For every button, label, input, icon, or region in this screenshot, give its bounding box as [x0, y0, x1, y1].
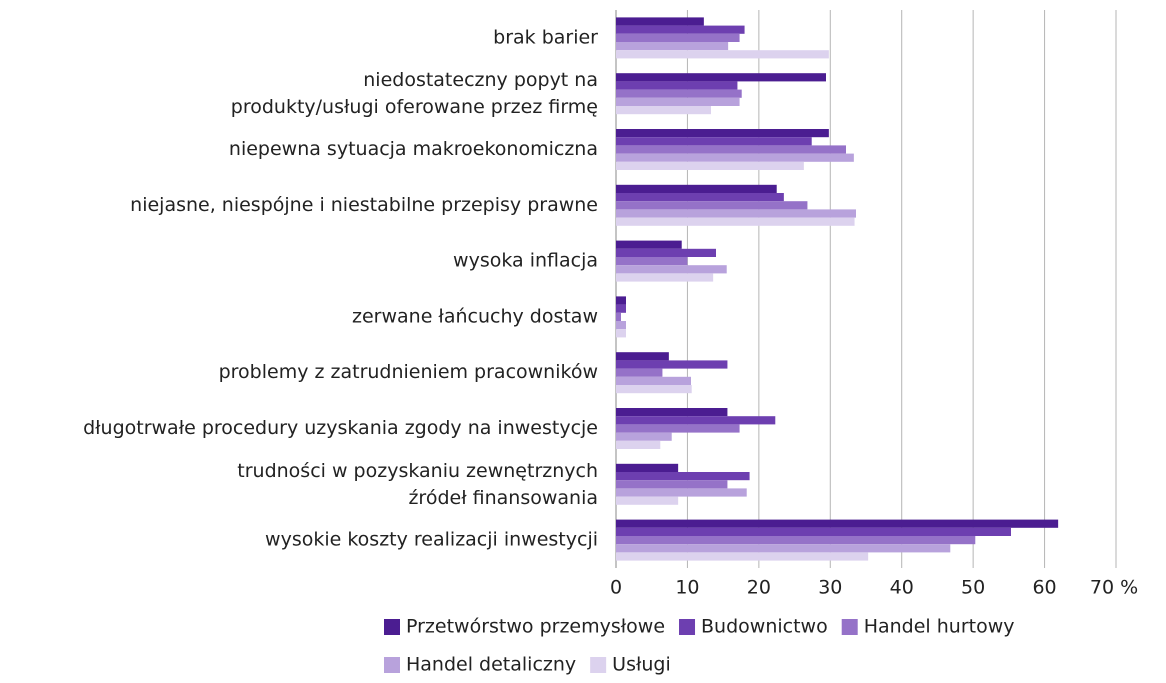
bar: [616, 463, 679, 472]
bar: [616, 81, 738, 90]
bar: [616, 273, 714, 282]
y-tick-label: długotrwałe procedury uzyskania zgody na…: [83, 417, 598, 439]
legend-swatch: [590, 657, 607, 673]
bar: [616, 536, 976, 545]
bar: [616, 106, 711, 115]
bar: [616, 97, 740, 106]
bar: [616, 329, 626, 338]
bar: [616, 368, 663, 377]
y-tick-label: niedostateczny popyt na produkty/usługi o…: [231, 69, 598, 118]
x-tick-label: 50: [961, 577, 985, 599]
x-tick-label: 0: [610, 577, 622, 599]
legend-swatch: [384, 657, 400, 673]
bar: [616, 480, 728, 489]
bar: [616, 519, 1059, 528]
legend-label: Handel hurtowy: [864, 616, 1015, 638]
bar: [616, 73, 826, 82]
bar: [616, 385, 692, 394]
bar: [616, 137, 812, 146]
bar: [616, 193, 784, 202]
bar: [616, 488, 747, 497]
bar: [616, 304, 626, 313]
bar: [616, 89, 742, 98]
y-tick-label: trudności w pozyskaniu zewnętrznych źróde…: [237, 459, 598, 508]
bar: [616, 201, 808, 210]
bar: [616, 209, 856, 218]
legend-label: Budownictwo: [701, 616, 828, 638]
bar: [616, 265, 727, 274]
bar: [616, 296, 626, 305]
bar: [616, 416, 776, 425]
bar: [616, 17, 704, 26]
bar: [616, 527, 1011, 536]
x-tick-label: 70 %: [1090, 577, 1138, 599]
bar: [616, 472, 750, 481]
bar: [616, 440, 661, 449]
bar: [616, 33, 740, 42]
y-tick-label: problemy z zatrudnieniem pracowników: [219, 361, 598, 383]
bar: [616, 240, 682, 249]
legend-label: Przetwórstwo przemysłowe: [406, 616, 665, 638]
bar: [616, 161, 804, 170]
bar: [616, 424, 740, 433]
bar: [616, 42, 729, 51]
legend-swatch: [679, 619, 696, 635]
bar: [616, 360, 728, 369]
y-tick-label: zerwane łańcuchy dostaw: [352, 305, 598, 327]
legend-swatch: [841, 619, 858, 635]
bar: [616, 408, 728, 417]
legend-label: Usługi: [612, 654, 671, 676]
bar: [616, 145, 846, 154]
bar: [616, 432, 672, 441]
bar: [616, 544, 951, 553]
x-tick-label: 20: [747, 577, 771, 599]
y-tick-label: wysokie koszty realizacji inwestycji: [265, 529, 598, 551]
bar: [616, 153, 854, 162]
x-tick-label: 30: [818, 577, 842, 599]
bar: [616, 248, 716, 257]
bar: [616, 257, 688, 266]
bar: [616, 217, 855, 226]
y-tick-label: wysoka inflacja: [453, 250, 598, 272]
x-tick-label: 40: [890, 577, 914, 599]
bar: [616, 496, 679, 505]
bar: [616, 25, 745, 34]
y-tick-label: niejasne, niespójne i niestabilne przepi…: [130, 194, 598, 216]
bar: [616, 129, 829, 138]
y-tick-label: niepewna sytuacja makroekonomiczna: [229, 138, 598, 160]
x-tick-label: 60: [1032, 577, 1056, 599]
bar: [616, 184, 777, 193]
bar: [616, 376, 691, 385]
x-tick-label: 10: [675, 577, 699, 599]
legend-label: Handel detaliczny: [406, 654, 576, 676]
bar: [616, 552, 869, 561]
y-tick-label: brak barier: [493, 26, 598, 48]
bar: [616, 321, 626, 330]
bar: [616, 312, 621, 321]
bar: [616, 50, 829, 59]
bar: [616, 352, 669, 361]
legend-swatch: [384, 619, 400, 635]
